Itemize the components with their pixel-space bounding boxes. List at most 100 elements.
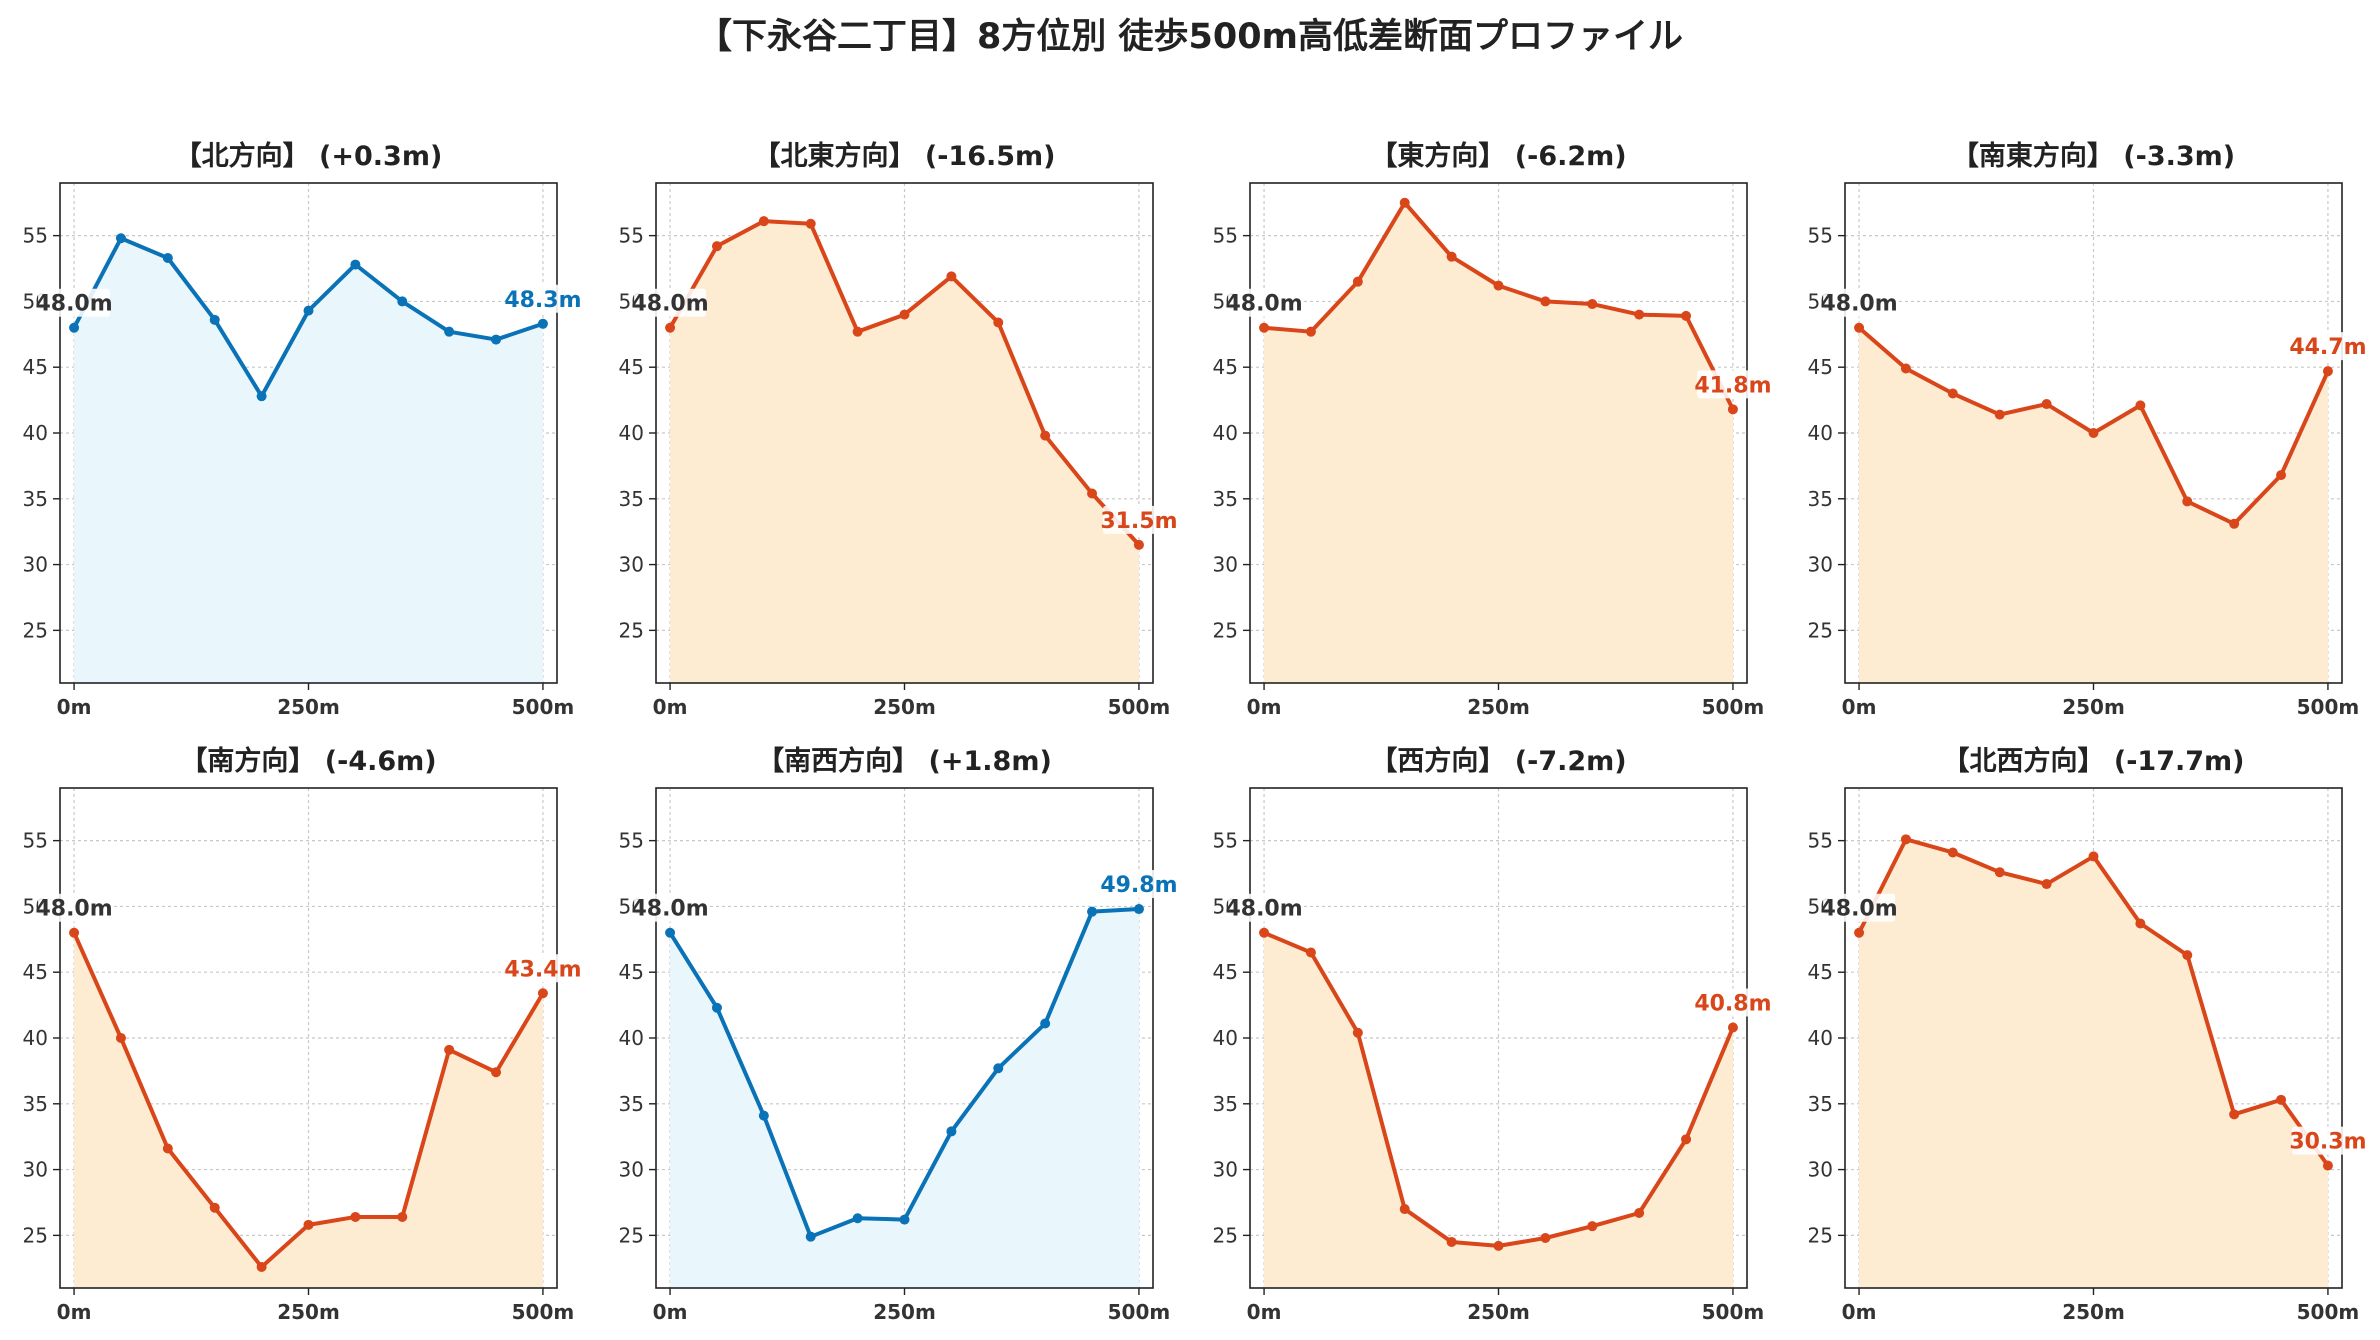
data-point: [1446, 1236, 1457, 1247]
x-tick-label: 500m: [512, 695, 575, 719]
data-point: [209, 1202, 220, 1213]
data-point: [1540, 296, 1551, 307]
elevation-area: [670, 221, 1139, 683]
y-tick-label: 25: [23, 618, 48, 642]
end-elevation-label: 40.8m: [1694, 991, 1771, 1016]
data-point: [665, 927, 676, 938]
y-tick-label: 55: [619, 224, 644, 248]
start-elevation-label: 48.0m: [1225, 897, 1302, 922]
end-label-box: [1696, 370, 1769, 399]
y-tick-label: 25: [1808, 618, 1833, 642]
data-point: [2135, 918, 2146, 929]
y-tick-label: 40: [619, 1026, 644, 1050]
y-tick-label: 55: [1213, 829, 1238, 853]
data-point: [1352, 1027, 1363, 1038]
data-point: [1634, 1208, 1645, 1218]
panel-title: 【北西方向】 (-17.7m): [1942, 745, 2244, 777]
data-point: [2088, 851, 2099, 862]
data-point: [1634, 309, 1645, 320]
data-point: [115, 233, 126, 244]
y-tick-label: 25: [619, 1223, 644, 1247]
data-point: [1305, 947, 1316, 958]
y-tick-label: 40: [1213, 421, 1238, 445]
y-tick-label: 25: [1213, 1223, 1238, 1247]
start-label-box: [1823, 288, 1896, 317]
data-point: [852, 326, 863, 337]
data-point: [1681, 1134, 1692, 1145]
x-tick-label: 0m: [1247, 695, 1282, 719]
x-tick-label: 0m: [1842, 695, 1877, 719]
data-point: [1854, 927, 1865, 938]
data-point: [444, 1044, 455, 1055]
data-point: [303, 305, 314, 316]
data-point: [69, 322, 80, 333]
y-tick-label: 30: [1213, 1158, 1238, 1182]
y-tick-label: 30: [23, 553, 48, 577]
data-point: [350, 1211, 361, 1222]
data-point: [1493, 280, 1504, 291]
data-point: [1040, 430, 1051, 441]
data-point: [256, 1261, 267, 1272]
x-tick-label: 250m: [873, 695, 936, 719]
end-label-box: [506, 954, 579, 983]
data-point: [1399, 197, 1410, 208]
end-elevation-label: 43.4m: [504, 957, 581, 982]
data-point: [711, 241, 722, 252]
elevation-area: [1859, 327, 2328, 683]
y-tick-label: 30: [1808, 1158, 1833, 1182]
data-point: [1087, 906, 1098, 917]
data-point: [993, 317, 1004, 328]
panel-title: 【北東方向】 (-16.5m): [753, 140, 1055, 172]
data-point: [444, 326, 455, 337]
y-tick-label: 40: [23, 421, 48, 445]
x-tick-label: 250m: [2062, 1300, 2125, 1324]
start-elevation-label: 48.0m: [631, 292, 708, 317]
y-tick-label: 35: [23, 487, 48, 511]
data-point: [1493, 1240, 1504, 1251]
y-tick-label: 40: [1808, 421, 1833, 445]
data-point: [1540, 1233, 1551, 1243]
x-tick-label: 0m: [653, 695, 688, 719]
end-label-box: [1696, 988, 1769, 1017]
y-tick-label: 30: [23, 1158, 48, 1182]
y-tick-label: 40: [1213, 1026, 1238, 1050]
y-tick-label: 30: [619, 1158, 644, 1182]
data-point: [1305, 326, 1316, 337]
data-point: [2229, 518, 2240, 529]
axes-frame: [59, 182, 558, 684]
end-elevation-label: 44.7m: [2289, 335, 2366, 360]
y-tick-label: 55: [1808, 829, 1833, 853]
data-point: [1133, 539, 1144, 550]
data-point: [2135, 400, 2146, 411]
data-point: [2088, 428, 2099, 438]
axes-frame: [1844, 182, 2343, 684]
data-point: [303, 1219, 314, 1230]
y-tick-label: 30: [1808, 553, 1833, 577]
y-tick-label: 35: [1213, 1092, 1238, 1116]
x-tick-label: 250m: [2062, 695, 2125, 719]
data-point: [1947, 847, 1958, 858]
data-point: [758, 216, 769, 227]
panel-title: 【西方向】 (-7.2m): [1370, 745, 1626, 777]
y-tick-label: 35: [619, 1092, 644, 1116]
y-tick-label: 40: [1808, 1026, 1833, 1050]
data-point: [537, 988, 548, 999]
data-point: [209, 314, 220, 325]
data-point: [1587, 1221, 1598, 1232]
end-elevation-label: 31.5m: [1100, 509, 1177, 534]
data-point: [1587, 299, 1598, 310]
start-label-box: [1823, 893, 1896, 922]
y-tick-label: 45: [619, 355, 644, 379]
data-point: [946, 1126, 957, 1137]
x-tick-label: 500m: [1702, 695, 1765, 719]
elevation-area: [74, 932, 543, 1288]
data-point: [1681, 310, 1692, 321]
end-label-box: [1102, 870, 1175, 899]
data-point: [2276, 1094, 2287, 1105]
y-tick-label: 30: [1213, 553, 1238, 577]
x-tick-label: 500m: [512, 1300, 575, 1324]
